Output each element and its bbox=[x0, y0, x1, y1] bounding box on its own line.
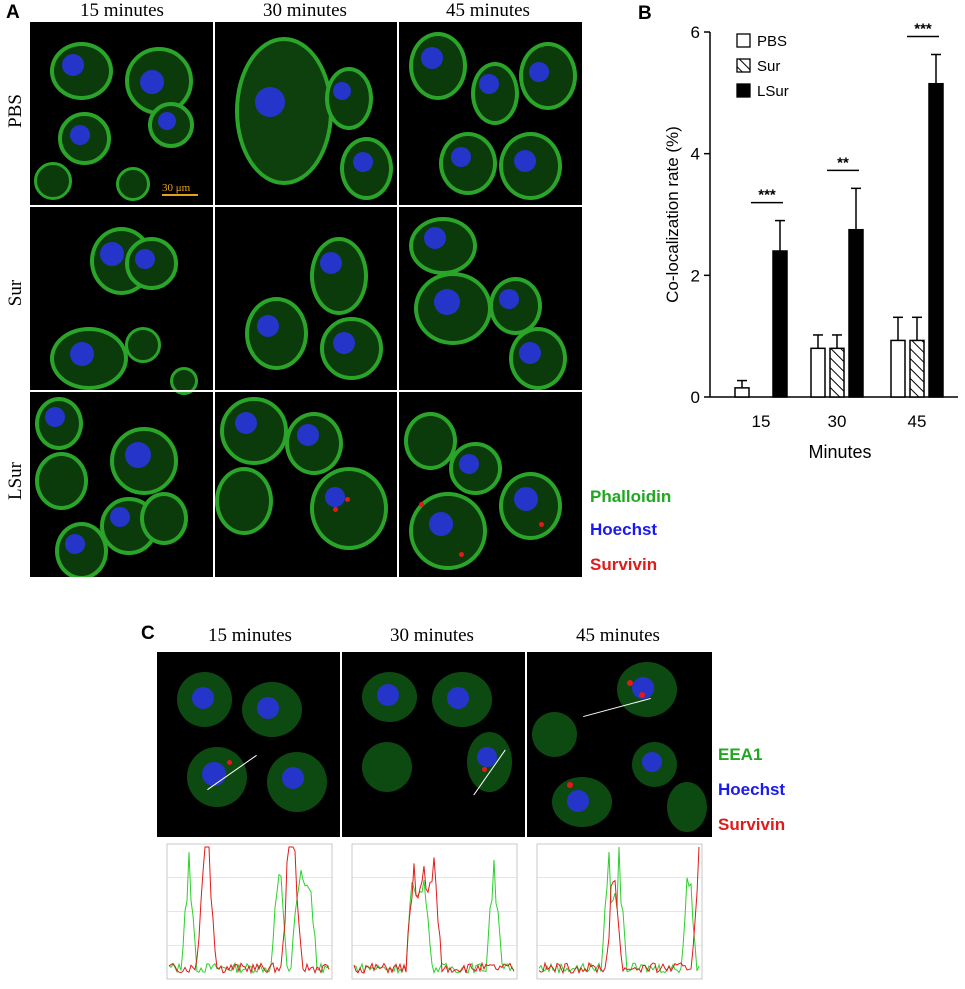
colocalization-bar-chart: 0 2 4 6 Co-localization rate (%) 15 *** 30 ** 45 *… bbox=[663, 21, 958, 462]
legend-label-sur: Sur bbox=[757, 58, 780, 75]
profile-trace-red bbox=[353, 857, 515, 975]
y-tick-label: 4 bbox=[691, 145, 700, 164]
stain-label-hoechst-c: Hoechst bbox=[718, 780, 786, 799]
bar-lsur-30 bbox=[848, 228, 864, 398]
micrograph-eea1-45 bbox=[527, 652, 712, 837]
legend-label-pbs: PBS bbox=[757, 33, 787, 50]
significance-label: *** bbox=[914, 21, 932, 38]
panel-c-col-title-45: 45 minutes bbox=[576, 625, 660, 646]
panel-a-row-label-sur: Sur bbox=[5, 279, 26, 307]
micrograph-sur-15 bbox=[30, 207, 213, 395]
panel-a-microscopy-grid: 30 μm bbox=[30, 22, 582, 577]
panel-b-label: B bbox=[638, 3, 652, 24]
micrograph-pbs-15: 30 μm bbox=[30, 22, 213, 205]
micrograph-pbs-30 bbox=[215, 22, 397, 205]
bar-lsur-15 bbox=[772, 250, 788, 398]
bar-sur-45 bbox=[909, 339, 925, 398]
panel-a-col-title-15: 15 minutes bbox=[80, 0, 164, 21]
micrograph-eea1-30 bbox=[342, 652, 525, 837]
panel-c-intensity-profiles bbox=[166, 843, 703, 980]
stain-label-survivin-c: Survivin bbox=[718, 815, 786, 834]
y-tick-label: 6 bbox=[691, 23, 700, 42]
panel-a-row-label-pbs: PBS bbox=[5, 94, 26, 128]
x-axis-label: Minutes bbox=[808, 442, 871, 462]
panel-c-col-title-15: 15 minutes bbox=[208, 625, 292, 646]
bar-pbs-30 bbox=[810, 347, 826, 398]
micrograph-sur-30 bbox=[215, 207, 397, 390]
stain-label-survivin-a: Survivin bbox=[590, 555, 658, 574]
micrograph-lsur-30 bbox=[215, 392, 397, 577]
bar-lsur-45 bbox=[928, 82, 944, 398]
panel-a-label: A bbox=[6, 2, 20, 23]
y-tick-label: 0 bbox=[691, 388, 700, 407]
panel-a-row-label-lsur: LSur bbox=[5, 462, 26, 500]
micrograph-eea1-15 bbox=[157, 652, 340, 837]
significance-label: ** bbox=[837, 154, 849, 171]
bar-pbs-15 bbox=[734, 387, 750, 398]
stain-label-eea1: EEA1 bbox=[718, 745, 763, 764]
legend-swatch-sur bbox=[736, 58, 751, 73]
x-tick-label: 15 bbox=[752, 412, 771, 431]
x-tick-label: 30 bbox=[828, 412, 847, 431]
micrograph-pbs-45 bbox=[399, 22, 582, 205]
panel-c-label: C bbox=[141, 623, 155, 644]
legend-label-lsur: LSur bbox=[757, 83, 789, 100]
stain-label-hoechst-a: Hoechst bbox=[590, 520, 658, 539]
panel-c-col-title-30: 30 minutes bbox=[390, 625, 474, 646]
bar-pbs-45 bbox=[890, 339, 906, 398]
micrograph-sur-45 bbox=[399, 207, 582, 390]
significance-label: *** bbox=[758, 187, 776, 204]
bar-sur-30 bbox=[829, 347, 845, 398]
stain-label-phalloidin: Phalloidin bbox=[590, 487, 672, 506]
panel-a-col-title-45: 45 minutes bbox=[446, 0, 530, 21]
y-axis-label: Co-localization rate (%) bbox=[663, 126, 682, 303]
micrograph-lsur-15 bbox=[30, 392, 213, 577]
y-tick-label: 2 bbox=[691, 266, 700, 285]
x-tick-label: 45 bbox=[908, 412, 927, 431]
panel-a-col-title-30: 30 minutes bbox=[263, 0, 347, 21]
scale-bar-label: 30 μm bbox=[162, 182, 191, 194]
legend-swatch-pbs bbox=[736, 33, 751, 48]
micrograph-lsur-45 bbox=[399, 392, 582, 577]
profile-trace-red bbox=[538, 846, 700, 975]
profile-trace-green bbox=[538, 846, 700, 974]
legend-swatch-lsur bbox=[736, 83, 751, 98]
panel-c-microscopy-strip bbox=[157, 652, 712, 837]
profile-trace-red bbox=[168, 846, 330, 975]
